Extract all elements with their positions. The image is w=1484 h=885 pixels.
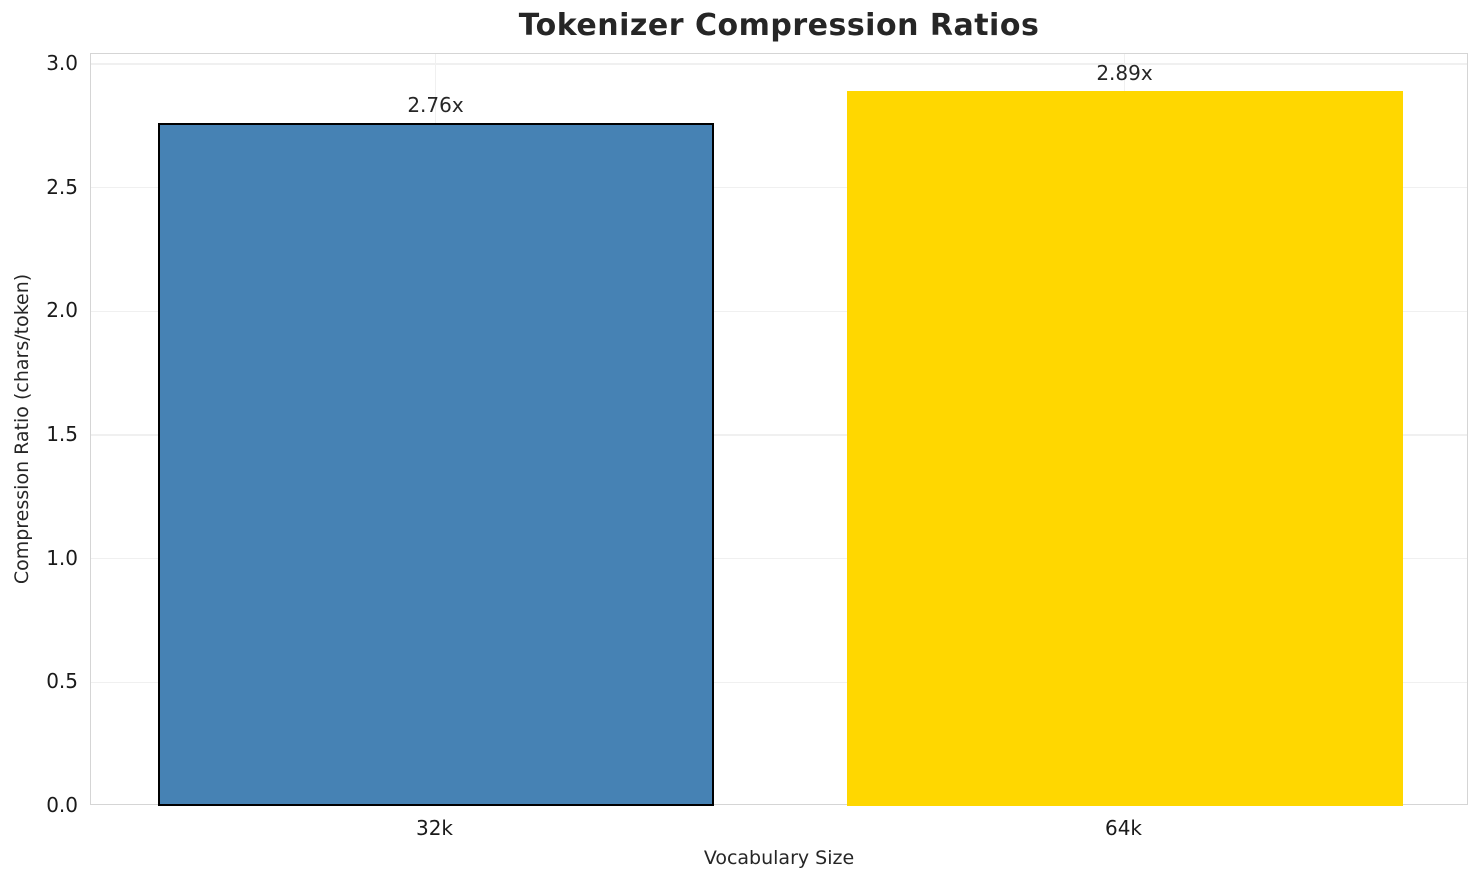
x-axis-label: Vocabulary Size bbox=[703, 847, 855, 869]
y-tick-label: 1.0 bbox=[46, 545, 78, 570]
y-tick-label: 1.5 bbox=[46, 421, 78, 446]
gridline-h bbox=[91, 434, 1467, 436]
bar bbox=[846, 91, 1403, 806]
y-tick-label: 2.0 bbox=[46, 298, 78, 323]
bar-value-label: 2.89x bbox=[1096, 61, 1153, 86]
x-tick-label: 32k bbox=[415, 816, 454, 840]
y-tick-label: 0.5 bbox=[46, 669, 78, 694]
gridline-h bbox=[91, 186, 1467, 189]
chart-title: Tokenizer Compression Ratios bbox=[518, 8, 1040, 43]
plot-area: 2.76x 2.89x bbox=[90, 53, 1468, 806]
y-tick-label: 0.0 bbox=[46, 793, 78, 817]
bar bbox=[157, 123, 714, 806]
y-tick-label: 3.0 bbox=[46, 50, 78, 75]
gridline-h bbox=[91, 681, 1467, 684]
x-tick-label: 64k bbox=[1104, 816, 1143, 840]
gridline-h bbox=[91, 557, 1467, 560]
bar-value-label: 2.76x bbox=[407, 93, 464, 118]
y-tick-label: 2.5 bbox=[46, 174, 78, 199]
gridline-h bbox=[91, 63, 1467, 65]
gridline-h bbox=[91, 310, 1467, 312]
